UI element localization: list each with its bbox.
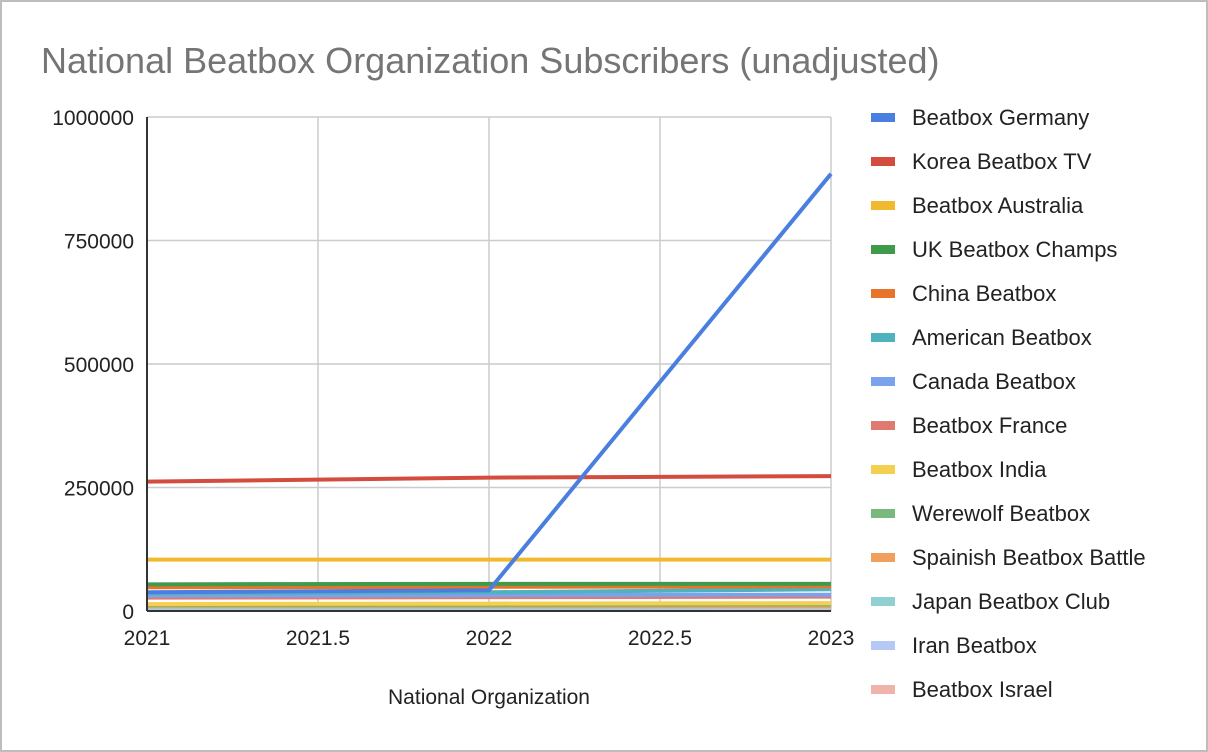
series-line [146, 601, 832, 607]
legend-label: Beatbox France [912, 413, 1067, 438]
legend-label: Beatbox India [912, 457, 1047, 482]
legend-item: American Beatbox [871, 325, 1092, 350]
legend-swatch [871, 289, 895, 298]
x-tick-label: 2022 [466, 627, 513, 650]
legend: Beatbox Germany Korea Beatbox TV Beatbox A… [871, 105, 1146, 702]
legend-label: Spainish Beatbox Battle [912, 545, 1146, 570]
y-tick-label: 0 [122, 601, 134, 624]
legend-swatch [871, 113, 895, 122]
legend-swatch [871, 641, 895, 650]
legend-item: Beatbox Israel [871, 677, 1053, 702]
y-tick-label: 1000000 [52, 107, 134, 130]
series-line [146, 584, 832, 590]
legend-swatch [871, 421, 895, 430]
y-tick-label: 750000 [64, 231, 134, 254]
legend-swatch [871, 245, 895, 254]
legend-item: China Beatbox [871, 281, 1056, 306]
legend-item: Beatbox Australia [871, 193, 1084, 218]
legend-item: Werewolf Beatbox [871, 501, 1090, 526]
legend-label: Korea Beatbox TV [912, 149, 1092, 174]
series-line [146, 592, 832, 598]
x-tick-label: 2022.5 [628, 627, 692, 650]
series-line [146, 474, 832, 484]
legend-item: Spainish Beatbox Battle [871, 545, 1146, 570]
series-line [146, 172, 833, 595]
legend-label: Werewolf Beatbox [912, 501, 1090, 526]
tick-labels: 0 250000 500000 750000 1000000 2021 2021.5 2022… [52, 107, 854, 650]
legend-item: Beatbox Germany [871, 105, 1089, 130]
legend-item: Canada Beatbox [871, 369, 1076, 394]
legend-item: Japan Beatbox Club [871, 589, 1110, 614]
legend-item: Iran Beatbox [871, 633, 1037, 658]
legend-label: UK Beatbox Champs [912, 237, 1117, 262]
legend-label: Japan Beatbox Club [912, 589, 1110, 614]
x-tick-label: 2021 [124, 627, 171, 650]
legend-label: China Beatbox [912, 281, 1056, 306]
x-axis-label: National Organization [388, 686, 590, 709]
x-tick-label: 2023 [808, 627, 855, 650]
legend-swatch [871, 333, 895, 342]
legend-label: Beatbox Australia [912, 193, 1084, 218]
legend-label: Iran Beatbox [912, 633, 1037, 658]
legend-label: American Beatbox [912, 325, 1092, 350]
legend-swatch [871, 509, 895, 518]
axes [146, 117, 831, 612]
y-tick-label: 500000 [64, 354, 134, 377]
grid [147, 116, 832, 611]
series-lines [146, 172, 833, 612]
legend-label: Beatbox Germany [912, 105, 1089, 130]
legend-swatch [871, 597, 895, 606]
legend-label: Beatbox Israel [912, 677, 1053, 702]
y-tick-label: 250000 [64, 478, 134, 501]
legend-swatch [871, 201, 895, 210]
legend-swatch [871, 553, 895, 562]
legend-item: Korea Beatbox TV [871, 149, 1092, 174]
legend-item: Beatbox France [871, 413, 1067, 438]
legend-swatch [871, 377, 895, 386]
chart-title: National Beatbox Organization Subscriber… [41, 40, 940, 81]
legend-swatch [871, 465, 895, 474]
legend-label: Canada Beatbox [912, 369, 1076, 394]
x-tick-label: 2021.5 [286, 627, 350, 650]
legend-item: UK Beatbox Champs [871, 237, 1117, 262]
legend-item: Beatbox India [871, 457, 1047, 482]
legend-swatch [871, 157, 895, 166]
legend-swatch [871, 685, 895, 694]
